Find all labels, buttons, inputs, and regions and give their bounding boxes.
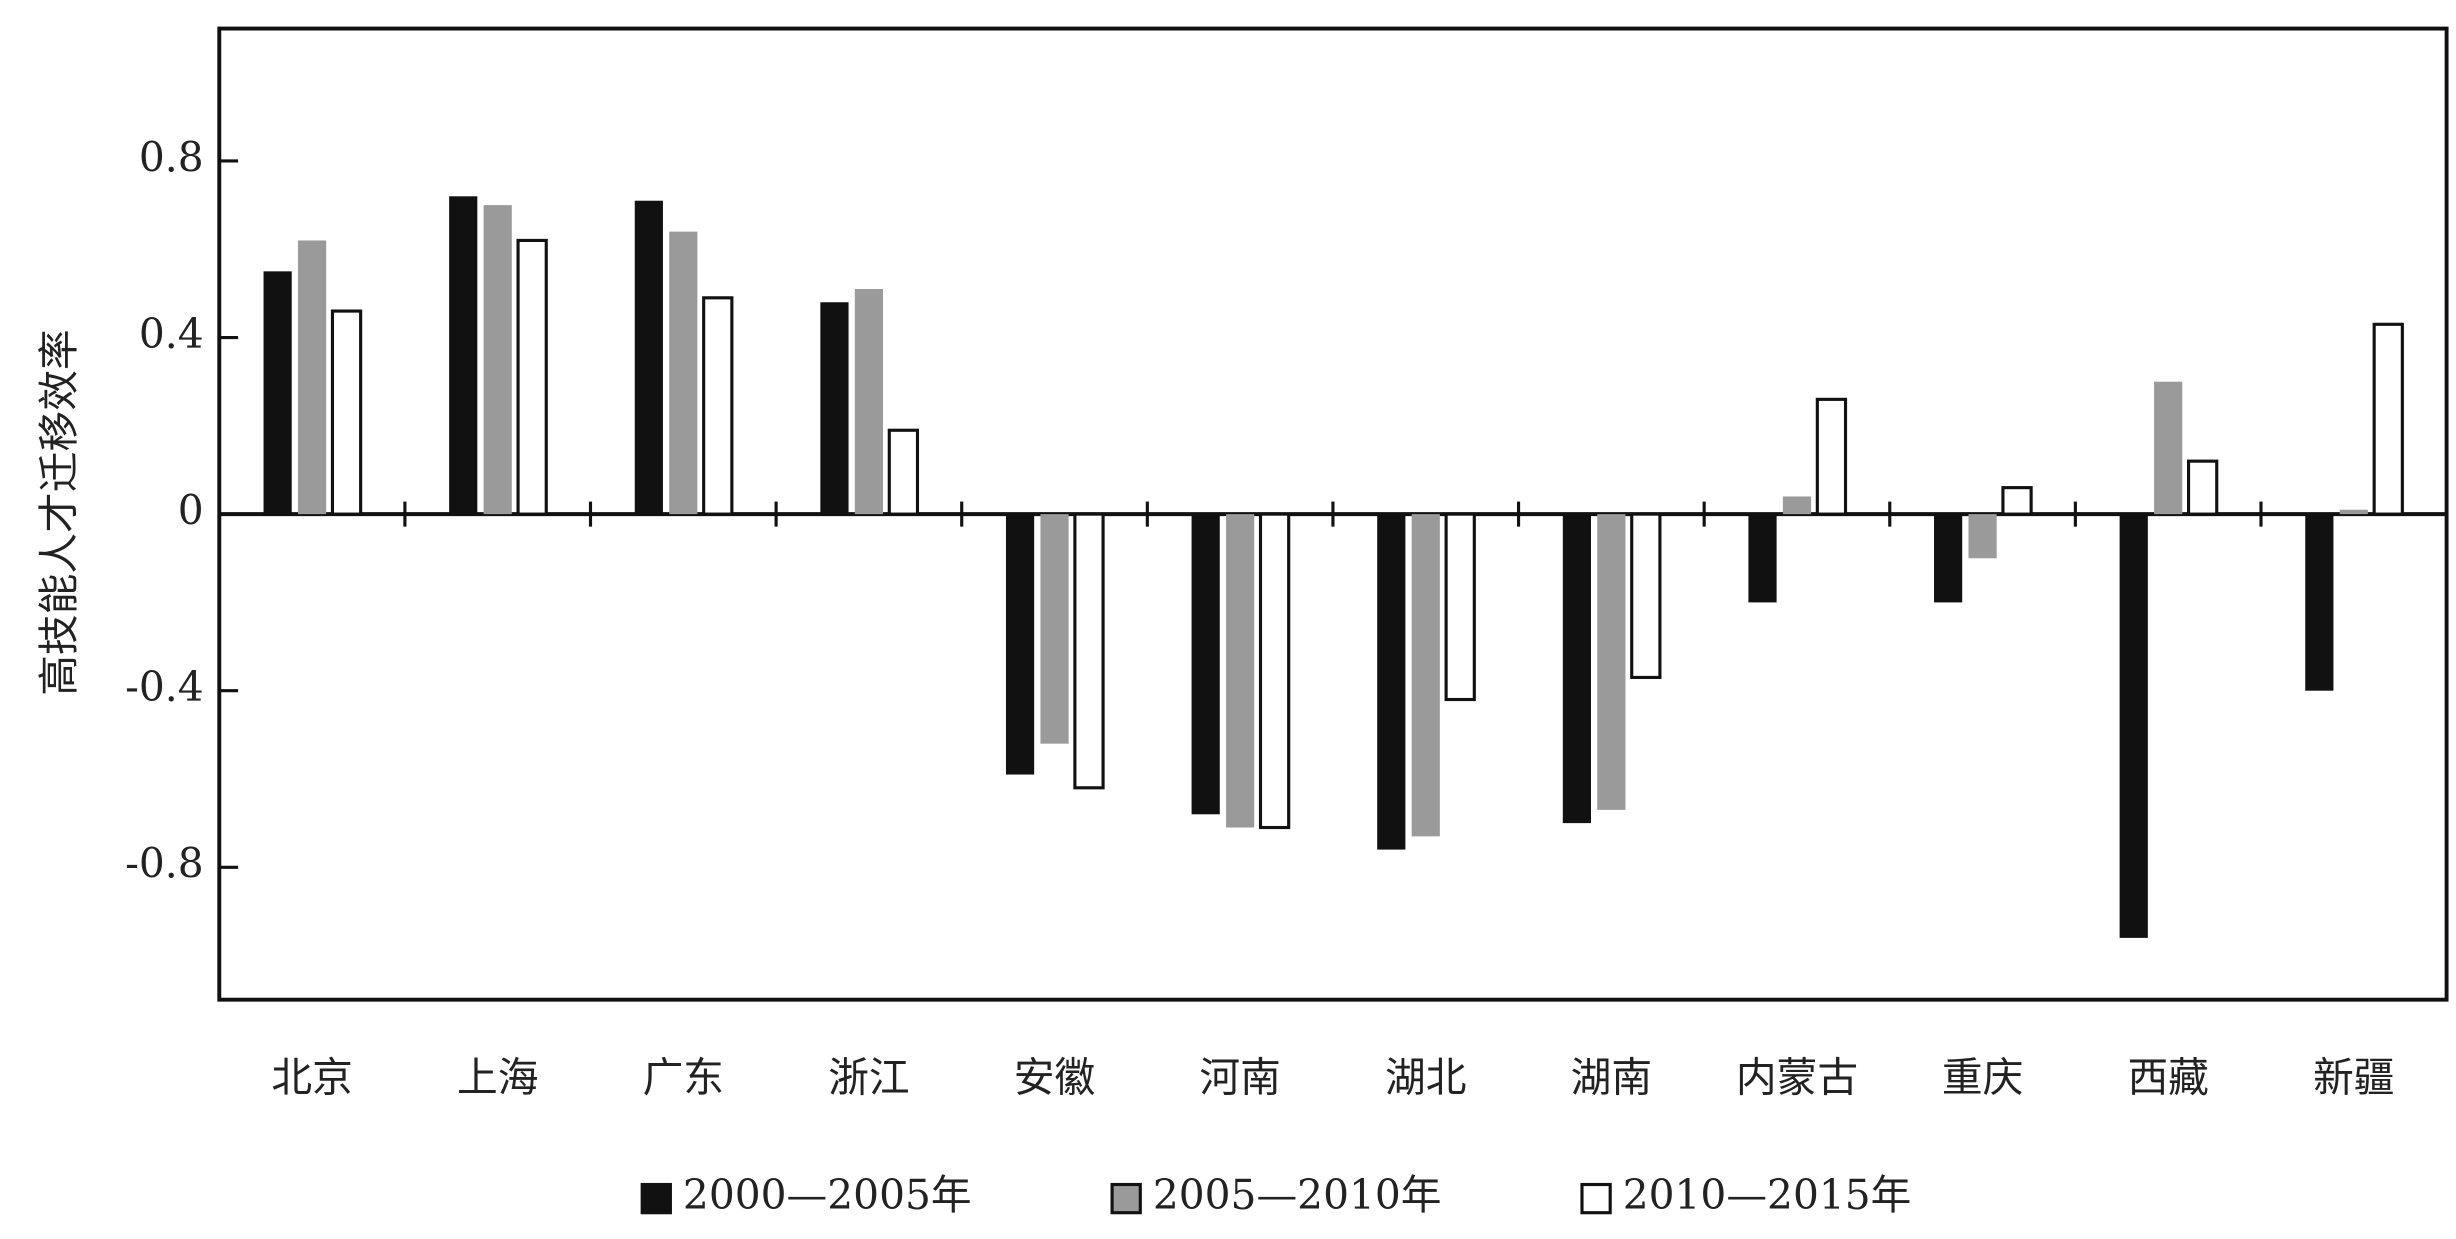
bar bbox=[1226, 514, 1255, 828]
legend-swatch bbox=[1580, 1182, 1612, 1215]
y-tick-label: 0 bbox=[178, 487, 204, 535]
bar bbox=[2305, 514, 2334, 691]
bar bbox=[887, 428, 920, 516]
y-tick-label: 0.4 bbox=[139, 310, 204, 358]
bar bbox=[516, 238, 548, 516]
x-tick-label: 广东 bbox=[643, 1054, 724, 1102]
bar bbox=[1005, 514, 1035, 775]
bar bbox=[330, 309, 363, 516]
bar bbox=[2339, 509, 2368, 515]
x-tick-label: 湖南 bbox=[1571, 1054, 1652, 1102]
bar bbox=[1040, 514, 1069, 744]
bar bbox=[1748, 514, 1777, 603]
y-tick-label: -0.8 bbox=[125, 840, 204, 888]
bar bbox=[1815, 397, 1848, 516]
bar bbox=[2119, 514, 2148, 938]
bar bbox=[669, 231, 698, 515]
bar bbox=[2186, 459, 2219, 516]
bar bbox=[1377, 514, 1406, 850]
x-tick-label: 西藏 bbox=[2127, 1054, 2208, 1102]
bar bbox=[2154, 381, 2183, 515]
bar bbox=[483, 205, 512, 515]
bar bbox=[2001, 486, 2033, 516]
bar bbox=[820, 302, 849, 515]
legend-swatch bbox=[1110, 1182, 1142, 1215]
bar bbox=[1411, 514, 1440, 837]
bar bbox=[449, 196, 478, 515]
legend-label: 2010—2015年 bbox=[1623, 1171, 1912, 1219]
bar bbox=[1258, 512, 1291, 830]
y-tick-label: 0.8 bbox=[139, 133, 204, 181]
bar bbox=[1562, 514, 1591, 824]
x-tick-label: 新疆 bbox=[2313, 1054, 2394, 1102]
x-tick-label: 安徽 bbox=[1014, 1054, 1095, 1102]
bar bbox=[1073, 512, 1105, 790]
bar bbox=[1934, 514, 1963, 603]
bar bbox=[2372, 322, 2404, 516]
bar bbox=[263, 271, 292, 515]
x-tick-label: 重庆 bbox=[1942, 1054, 2023, 1102]
bar bbox=[1630, 512, 1662, 680]
bar bbox=[297, 240, 327, 515]
y-tick-label: -0.4 bbox=[125, 663, 204, 711]
x-tick-label: 内蒙古 bbox=[1736, 1054, 1858, 1102]
x-tick-label: 湖北 bbox=[1385, 1054, 1466, 1102]
bar bbox=[1597, 514, 1626, 810]
bar bbox=[1968, 514, 1997, 559]
y-axis-label: 高技能人才迁移效率 bbox=[35, 329, 83, 695]
legend-label: 2005—2010年 bbox=[1153, 1171, 1442, 1219]
bar bbox=[854, 288, 884, 515]
x-tick-label: 北京 bbox=[271, 1054, 352, 1102]
bar bbox=[702, 296, 734, 516]
x-tick-label: 上海 bbox=[457, 1054, 538, 1102]
x-tick-label: 河南 bbox=[1199, 1054, 1280, 1102]
legend-swatch bbox=[640, 1182, 672, 1215]
bar bbox=[1191, 514, 1220, 815]
bar bbox=[634, 200, 663, 515]
bar bbox=[1782, 496, 1812, 515]
bar bbox=[1444, 512, 1476, 702]
legend-label: 2000—2005年 bbox=[683, 1171, 972, 1219]
x-tick-label: 浙江 bbox=[828, 1054, 909, 1102]
